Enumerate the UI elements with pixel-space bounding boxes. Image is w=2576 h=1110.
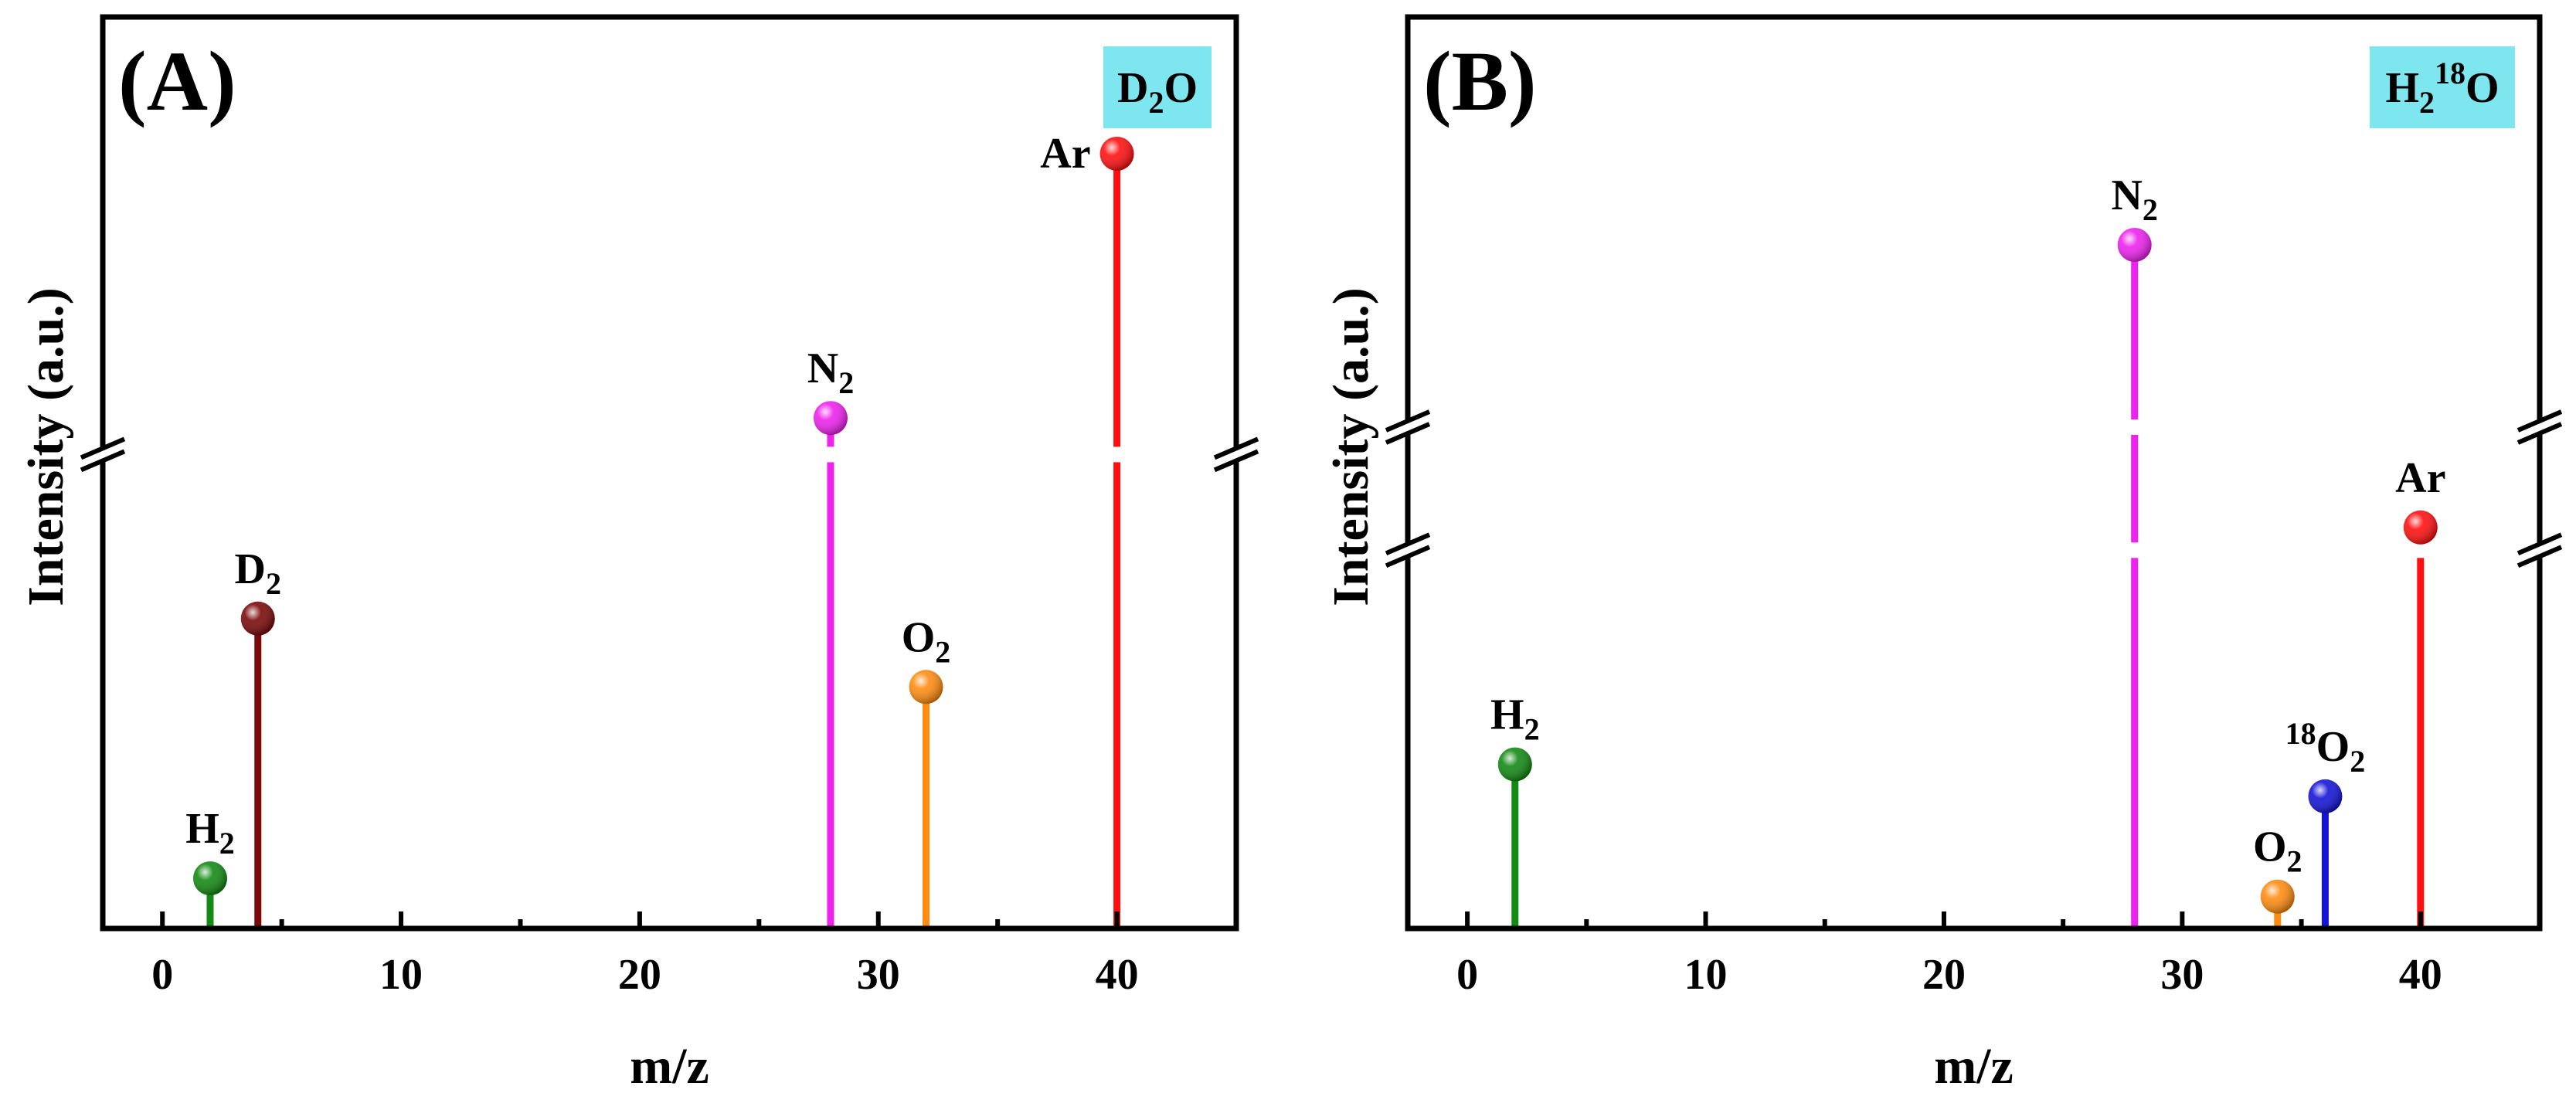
legend-tail: O (2466, 64, 2500, 112)
label-sub: 2 (2143, 192, 2158, 227)
y-axis-label: Intensity (a.u.) (1323, 287, 1379, 606)
marker-shine (2260, 879, 2295, 914)
legend-text: H218O (2385, 56, 2499, 120)
plot-frame (100, 14, 1239, 932)
label-main: H (1490, 691, 1524, 739)
marker-shine (2117, 228, 2152, 262)
label-main: Ar (2395, 454, 2445, 502)
marker-shine (1497, 747, 1532, 782)
label-sup: 18 (2285, 716, 2316, 751)
peak-label-h2: H2 (1490, 691, 1540, 747)
peak-label-o2: O2 (2253, 823, 2302, 879)
peak-label-h2: H2 (185, 805, 235, 861)
label-main: O (2316, 723, 2350, 771)
x-tick-label: 20 (618, 951, 661, 999)
stem-break-gap (2126, 542, 2143, 558)
x-axis-label: m/z (1934, 1038, 2014, 1095)
legend-sub: 2 (1148, 85, 1164, 120)
legend-sub: 2 (2419, 85, 2435, 120)
label-sub: 2 (935, 634, 950, 669)
marker-shine (2308, 779, 2343, 813)
stem-break-gap (822, 446, 838, 463)
label-main: D (235, 545, 266, 593)
label-main: O (902, 613, 936, 661)
label-main: H (185, 805, 219, 853)
legend-main: D (1117, 64, 1148, 112)
peak-label-ar: Ar (2395, 454, 2445, 502)
label-sub: 2 (2287, 844, 2302, 879)
x-tick-label: 30 (2160, 951, 2204, 999)
legend-box (1103, 46, 1212, 128)
peak-label-n2: N2 (2111, 171, 2157, 227)
label-sub: 2 (2350, 744, 2365, 779)
label-main: N (807, 345, 838, 392)
marker-shine (909, 670, 943, 704)
marker-shine (192, 861, 227, 896)
peak-label-n2: N2 (807, 345, 854, 400)
marker-shine (2403, 510, 2438, 545)
marker-shine (1099, 137, 1134, 171)
label-main: Ar (1040, 130, 1090, 178)
panel-label: (B) (1423, 34, 1537, 128)
legend-text: D2O (1117, 64, 1198, 120)
axis-break-mark (1385, 532, 1431, 569)
peak-label-d2: D2 (235, 545, 281, 601)
axis-break-mark (2517, 532, 2563, 569)
label-sub: 2 (219, 826, 235, 861)
legend-main: H (2385, 64, 2419, 112)
x-tick-label: 30 (857, 951, 900, 999)
axis-break-mark (2517, 409, 2563, 445)
axis-break-mark (1385, 409, 1431, 445)
stem-break-gap (2412, 542, 2428, 558)
marker-shine (240, 601, 275, 636)
axis-break-mark (80, 436, 126, 473)
x-tick-label: 0 (1456, 951, 1478, 999)
x-tick-label: 10 (379, 951, 423, 999)
stem-break-gap (1109, 446, 1125, 463)
peak-label-18o2: 18O2 (2285, 716, 2366, 779)
x-axis-label: m/z (630, 1038, 709, 1095)
legend-box (2370, 46, 2515, 128)
x-tick-label: 10 (1684, 951, 1728, 999)
marker-shine (813, 401, 848, 436)
label-sub: 2 (266, 566, 281, 601)
legend-sup: 18 (2435, 56, 2466, 90)
label-main: O (2253, 823, 2287, 871)
stem-break-gap (2126, 419, 2143, 435)
axis-break-mark (1213, 436, 1259, 473)
label-main: N (2111, 171, 2142, 219)
y-axis-label: Intensity (a.u.) (18, 287, 74, 606)
plot-frame (1405, 14, 2543, 932)
legend-tail: O (1164, 64, 1198, 112)
x-tick-label: 40 (1096, 951, 1139, 999)
peak-label-ar: Ar (1040, 130, 1090, 178)
x-tick-label: 40 (2399, 951, 2442, 999)
label-sub: 2 (1524, 712, 1540, 747)
label-sub: 2 (838, 365, 854, 400)
panel-label: (A) (118, 34, 236, 128)
x-tick-label: 20 (1922, 951, 1966, 999)
x-tick-label: 0 (151, 951, 173, 999)
peak-label-o2: O2 (902, 613, 951, 669)
